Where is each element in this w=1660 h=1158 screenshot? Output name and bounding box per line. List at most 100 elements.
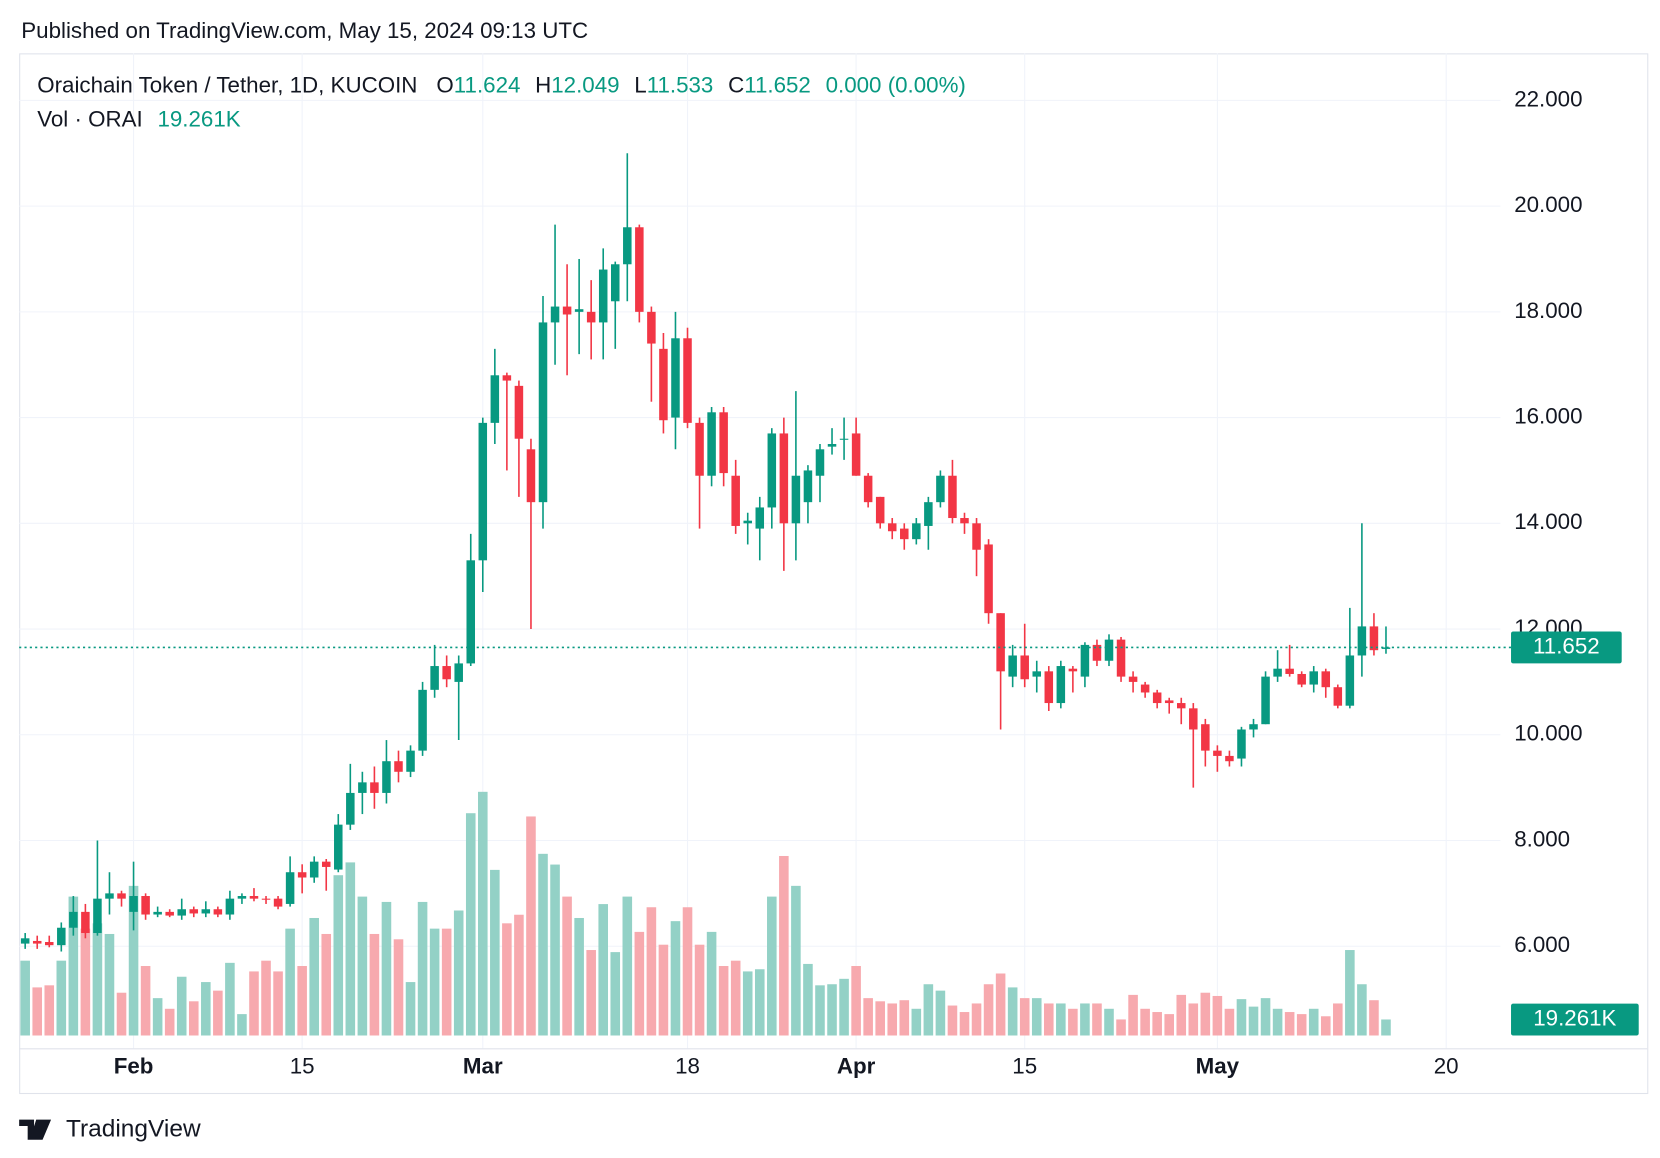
candle-body bbox=[189, 909, 199, 914]
candle-body bbox=[285, 872, 295, 904]
volume-bar bbox=[1284, 1012, 1295, 1036]
volume-bar bbox=[995, 973, 1006, 1036]
candle-body bbox=[611, 264, 620, 302]
candle-body bbox=[32, 940, 42, 944]
candle-body bbox=[1116, 639, 1126, 677]
candle-body bbox=[45, 942, 54, 946]
candle-body bbox=[1008, 655, 1017, 677]
candle-body bbox=[1044, 671, 1054, 704]
candle-body bbox=[430, 666, 439, 690]
volume-bar bbox=[1044, 1003, 1054, 1036]
volume-bar bbox=[875, 1001, 885, 1036]
candle-body bbox=[346, 792, 355, 825]
candle-body bbox=[490, 375, 500, 423]
volume-bar bbox=[345, 862, 356, 1036]
volume-bar bbox=[730, 960, 741, 1036]
candle-body bbox=[695, 422, 704, 476]
candle-body bbox=[249, 896, 259, 899]
candle-body bbox=[1020, 655, 1029, 680]
candle-body bbox=[1152, 692, 1162, 704]
candle-body bbox=[900, 528, 909, 540]
candle-body bbox=[394, 761, 403, 772]
candle-body bbox=[743, 520, 752, 524]
candle-body bbox=[81, 911, 90, 934]
volume-bar bbox=[586, 950, 596, 1036]
volume-bar bbox=[1381, 1019, 1391, 1036]
y-tick-label: 18.000 bbox=[1514, 298, 1582, 323]
candle-body bbox=[1345, 655, 1355, 706]
volume-bar bbox=[694, 944, 705, 1036]
x-tick-label: 20 bbox=[1434, 1053, 1459, 1078]
published-header: Published on TradingView.com, May 15, 20… bbox=[21, 18, 588, 43]
candle-body bbox=[237, 896, 247, 899]
candle-body bbox=[1225, 755, 1234, 762]
candle-body bbox=[1177, 703, 1186, 709]
candle-body bbox=[1381, 647, 1391, 649]
candle-body bbox=[370, 782, 379, 793]
candles bbox=[20, 153, 1391, 952]
candle-body bbox=[1309, 671, 1318, 685]
volume-bar bbox=[32, 987, 43, 1036]
candle-body bbox=[321, 861, 331, 867]
volume-bar bbox=[285, 928, 295, 1036]
candle-body bbox=[466, 560, 476, 664]
legend-title: Oraichain Token / Tether, 1D, KUCOIN bbox=[37, 72, 417, 97]
volume-bar bbox=[441, 928, 452, 1036]
volume-bar bbox=[622, 896, 633, 1036]
volume-bar bbox=[502, 923, 512, 1036]
volume-bar bbox=[899, 1000, 910, 1036]
x-tick-label: 15 bbox=[1012, 1053, 1037, 1078]
candle-body bbox=[912, 523, 921, 540]
volume-bar bbox=[152, 998, 163, 1036]
candle-body bbox=[141, 896, 150, 915]
volume-bar bbox=[1369, 1000, 1379, 1036]
candle-body bbox=[1333, 687, 1343, 706]
volume-bar bbox=[1019, 998, 1030, 1036]
candle-body bbox=[20, 938, 30, 944]
volume-bar bbox=[116, 992, 127, 1036]
volume-bar bbox=[1345, 950, 1355, 1036]
volume-badge bbox=[1511, 1003, 1639, 1036]
legend-letter: C bbox=[728, 72, 744, 97]
volume-bar bbox=[670, 921, 681, 1036]
legend-close: 11.652 bbox=[744, 72, 811, 97]
candle-body bbox=[1297, 673, 1306, 685]
last-price-badge bbox=[1511, 631, 1622, 664]
y-tick-label: 10.000 bbox=[1514, 721, 1582, 746]
volume-bar bbox=[1080, 1003, 1090, 1036]
candle-body bbox=[1369, 626, 1379, 651]
candle-body bbox=[574, 309, 584, 312]
candle-body bbox=[924, 502, 933, 526]
last-price-label: 11.652 bbox=[1533, 633, 1600, 658]
candle-body bbox=[984, 544, 993, 614]
candle-body bbox=[177, 909, 186, 916]
candle-body bbox=[406, 750, 415, 772]
legend-letter: L bbox=[634, 72, 646, 97]
candle-body bbox=[1080, 644, 1090, 677]
candle-body bbox=[502, 375, 512, 381]
volume-legend: Vol · ORAI 19.261K bbox=[37, 106, 241, 131]
x-tick-label: Apr bbox=[837, 1053, 876, 1078]
candle-body bbox=[683, 338, 692, 423]
candle-body bbox=[1201, 724, 1210, 751]
candle-body bbox=[1357, 626, 1367, 656]
volume-bar bbox=[429, 928, 440, 1036]
volume-bar bbox=[1224, 1008, 1235, 1036]
volume-bar bbox=[610, 952, 621, 1036]
volume-bar bbox=[1272, 1008, 1283, 1036]
candle-body bbox=[358, 782, 367, 793]
candle-body bbox=[960, 518, 969, 524]
candle-body bbox=[827, 444, 837, 447]
volume-bar bbox=[779, 855, 789, 1036]
candle-body bbox=[1140, 684, 1150, 693]
candle-body bbox=[93, 898, 102, 934]
candle-body bbox=[839, 438, 849, 440]
volume-bar bbox=[514, 914, 524, 1036]
y-tick-label: 22.000 bbox=[1514, 86, 1582, 111]
volume-bar bbox=[1212, 995, 1223, 1036]
candle-body bbox=[1104, 639, 1114, 661]
candle-body bbox=[1092, 644, 1102, 661]
candle-body bbox=[719, 412, 728, 474]
